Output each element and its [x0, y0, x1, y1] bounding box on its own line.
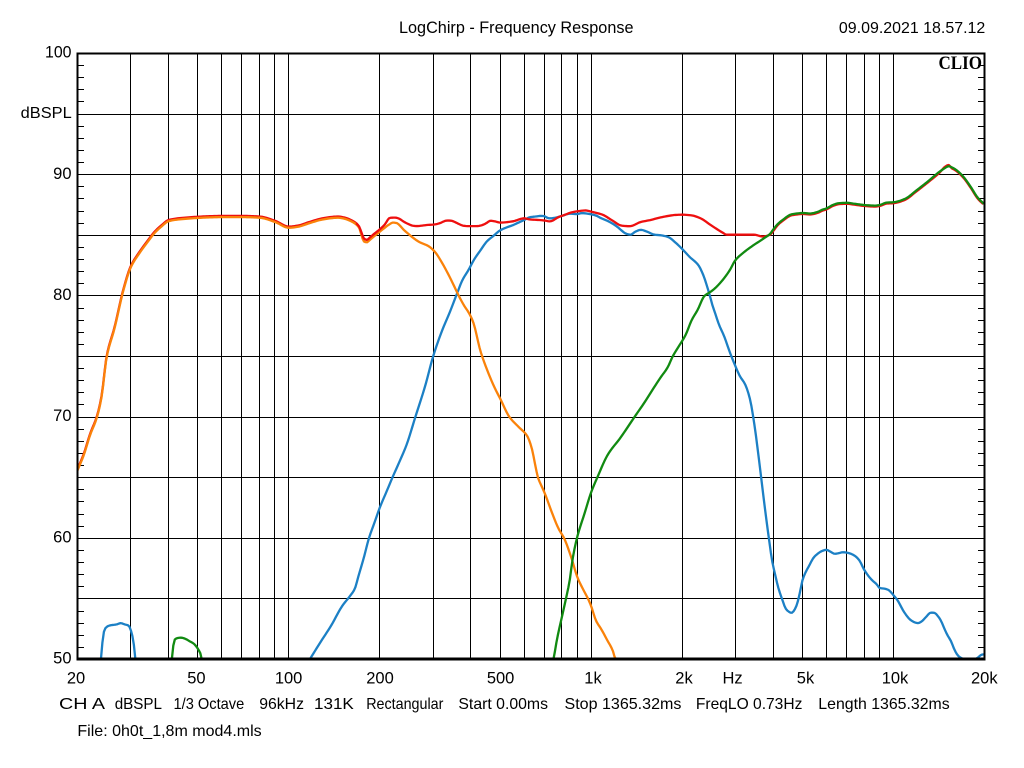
- svg-text:LogChirp - Frequency Response: LogChirp - Frequency Response: [399, 19, 634, 37]
- svg-text:20k: 20k: [971, 670, 998, 688]
- svg-text:100: 100: [45, 44, 72, 62]
- svg-text:Hz: Hz: [723, 670, 743, 688]
- svg-text:CLIO: CLIO: [939, 53, 983, 74]
- svg-text:2k: 2k: [675, 670, 693, 688]
- svg-text:09.09.2021 18.57.12: 09.09.2021 18.57.12: [839, 20, 985, 37]
- svg-text:50: 50: [53, 650, 71, 668]
- svg-text:80: 80: [53, 286, 71, 304]
- svg-text:dBSPL: dBSPL: [115, 696, 162, 713]
- svg-text:1/3 Octave: 1/3 Octave: [174, 696, 245, 713]
- svg-text:90: 90: [53, 165, 71, 183]
- svg-text:10k: 10k: [882, 670, 909, 688]
- svg-text:96kHz: 96kHz: [259, 696, 304, 713]
- svg-text:File: 0h0t_1,8m mod4.mls: File: 0h0t_1,8m mod4.mls: [77, 723, 261, 740]
- svg-text:dBSPL: dBSPL: [21, 105, 72, 122]
- svg-text:131K: 131K: [314, 696, 354, 713]
- svg-text:60: 60: [53, 528, 71, 546]
- svg-text:100: 100: [275, 670, 303, 688]
- svg-text:70: 70: [53, 407, 71, 425]
- svg-text:200: 200: [366, 670, 394, 688]
- svg-text:5k: 5k: [797, 670, 815, 688]
- svg-text:20: 20: [67, 670, 85, 688]
- svg-text:FreqLO 0.73Hz: FreqLO 0.73Hz: [696, 696, 803, 713]
- svg-text:50: 50: [187, 670, 205, 688]
- svg-text:Length 1365.32ms: Length 1365.32ms: [818, 696, 949, 713]
- svg-text:CH A: CH A: [59, 696, 105, 713]
- svg-text:Start 0.00ms: Start 0.00ms: [458, 696, 548, 713]
- svg-text:Rectangular: Rectangular: [366, 696, 444, 713]
- svg-text:1k: 1k: [584, 670, 602, 688]
- svg-text:Stop 1365.32ms: Stop 1365.32ms: [565, 696, 682, 713]
- svg-text:500: 500: [487, 670, 515, 688]
